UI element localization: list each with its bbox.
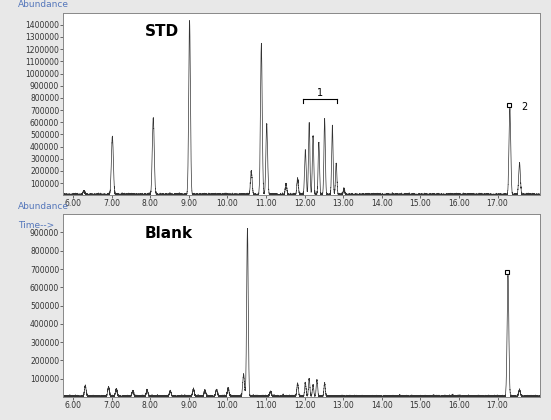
Text: 2: 2 xyxy=(521,102,528,112)
Text: 1: 1 xyxy=(317,88,323,98)
Text: Abundance: Abundance xyxy=(18,0,69,9)
Text: Time-->: Time--> xyxy=(18,221,55,230)
Text: Blank: Blank xyxy=(144,226,192,241)
Text: Abundance: Abundance xyxy=(18,202,69,210)
Text: STD: STD xyxy=(144,24,179,39)
